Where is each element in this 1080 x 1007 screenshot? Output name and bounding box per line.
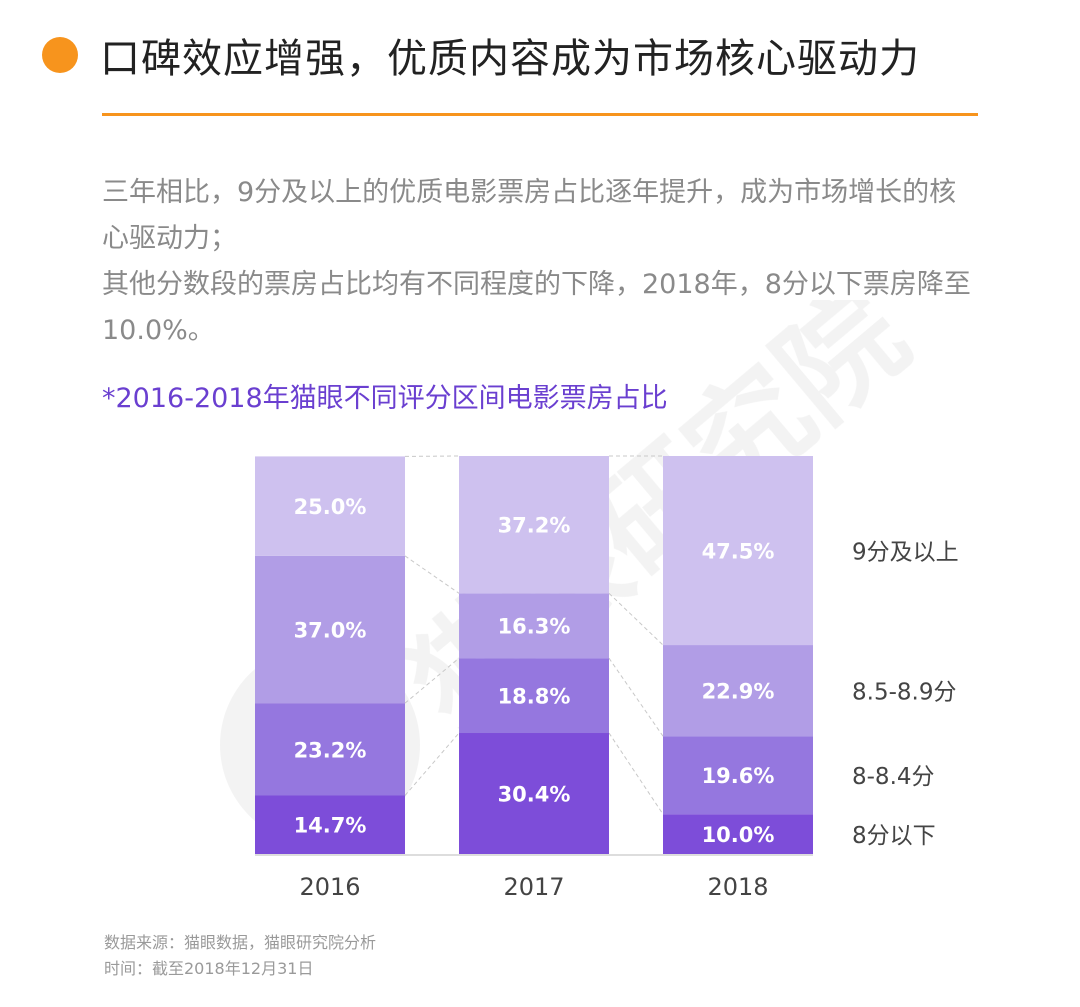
- description: 三年相比，9分及以上的优质电影票房占比逐年提升，成为市场增长的核心驱动力； 其他…: [102, 170, 982, 354]
- description-line-2: 其他分数段的票房占比均有不同程度的下降，2018年，8分以下票房降至10.0%。: [102, 269, 971, 346]
- legend-label: 8-8.4分: [852, 764, 935, 790]
- connector-line: [608, 657, 664, 737]
- bar-data-label: 16.3%: [498, 615, 571, 639]
- bar-segment: [663, 645, 813, 737]
- legend-label: 9分及以上: [852, 540, 959, 566]
- bar-segment: [663, 814, 813, 854]
- bar-data-label: 47.5%: [702, 540, 775, 564]
- bar-data-label: 30.4%: [498, 783, 571, 807]
- data-source: 数据来源：猫眼数据，猫眼研究院分析: [104, 933, 377, 952]
- legend-label: 8分以下: [852, 823, 936, 849]
- bar-data-label: 22.9%: [702, 680, 775, 704]
- connector-line: [608, 592, 664, 646]
- connector-line: [608, 732, 664, 815]
- x-tick-label: 2018: [707, 873, 768, 901]
- page-title: 口碑效应增强，优质内容成为市场核心驱动力: [100, 36, 920, 82]
- connector-line: [404, 657, 460, 704]
- bar-data-label: 37.0%: [294, 619, 367, 643]
- bar-segment: [255, 555, 405, 704]
- bar-data-label: 14.7%: [294, 814, 367, 838]
- bar-segment: [459, 733, 609, 854]
- bar-segment: [255, 703, 405, 796]
- bar-segment: [663, 736, 813, 815]
- bar-data-label: 19.6%: [702, 764, 775, 788]
- connector-line: [404, 732, 460, 796]
- bar-data-label: 23.2%: [294, 738, 367, 762]
- header: 口碑效应增强，优质内容成为市场核心驱动力: [0, 0, 1080, 120]
- bar-segment: [459, 456, 609, 594]
- legend-label: 8.5-8.9分: [852, 680, 956, 706]
- bar-segment: [459, 593, 609, 659]
- bar-segment: [255, 456, 405, 556]
- bar-data-label: 10.0%: [702, 823, 775, 847]
- description-line-1: 三年相比，9分及以上的优质电影票房占比逐年提升，成为市场增长的核心驱动力；: [102, 177, 957, 254]
- chart-subtitle: *2016-2018年猫眼不同评分区间电影票房占比: [102, 383, 668, 414]
- footer: 数据来源：猫眼数据，猫眼研究院分析 时间：截至2018年12月31日: [104, 930, 376, 982]
- bar-segment: [663, 456, 813, 646]
- connector-line: [404, 555, 460, 594]
- bar-segment: [255, 795, 405, 854]
- bullet-dot-icon: [42, 37, 78, 73]
- bar-segment: [459, 658, 609, 734]
- data-time: 时间：截至2018年12月31日: [104, 959, 314, 978]
- bar-data-label: 37.2%: [498, 514, 571, 538]
- x-tick-label: 2017: [503, 873, 564, 901]
- bar-data-label: 18.8%: [498, 685, 571, 709]
- title-divider: [102, 113, 978, 116]
- x-tick-label: 2016: [299, 873, 360, 901]
- bar-data-label: 25.0%: [294, 495, 367, 519]
